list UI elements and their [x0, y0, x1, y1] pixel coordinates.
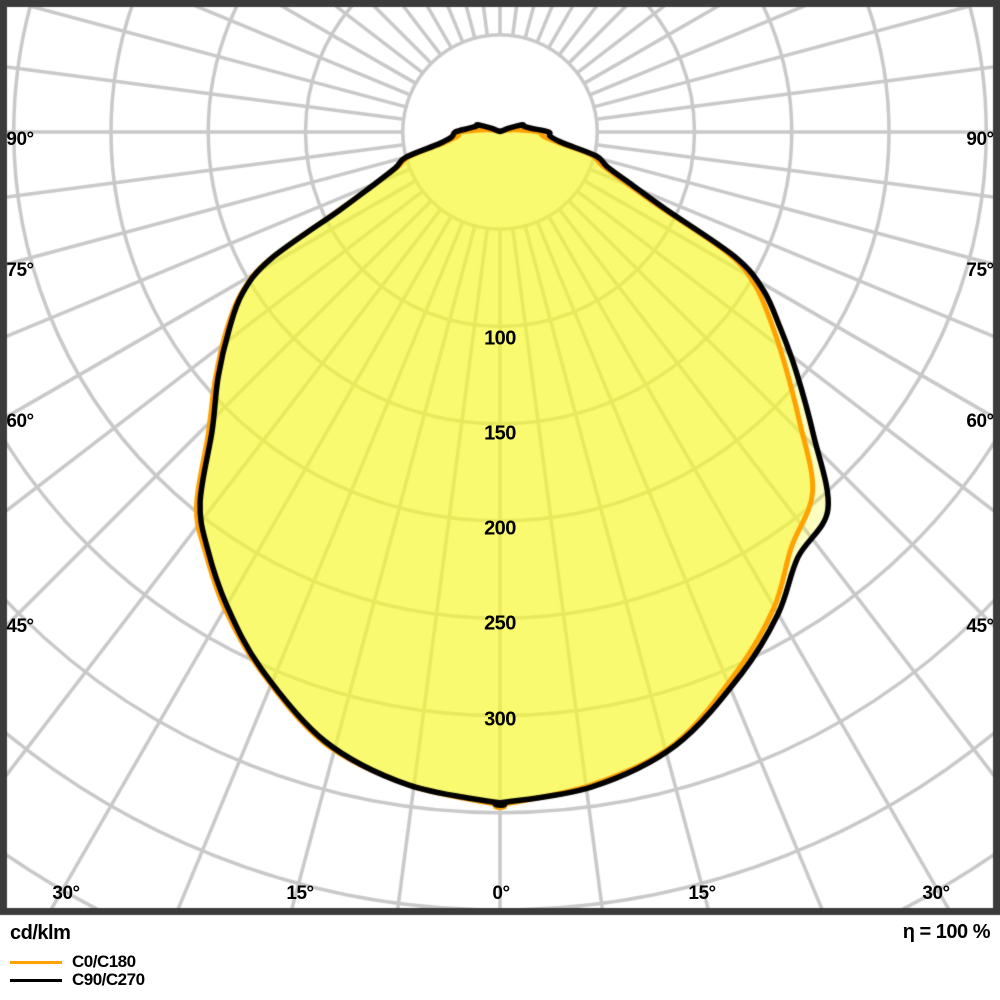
gamma-tick-right-90: 90°	[966, 129, 994, 150]
gamma-tick-bottom-0: 30°	[52, 883, 80, 904]
gamma-tick-left-60: 60°	[6, 411, 34, 432]
legend-line-c90-c270	[10, 978, 62, 982]
radial-tick-100: 100	[484, 327, 516, 349]
radial-tick-250: 250	[484, 612, 516, 635]
legend-item-c90-c270: C90/C270	[10, 970, 145, 989]
gamma-tick-right-45: 45°	[966, 616, 994, 637]
radial-tick-150: 150	[484, 422, 516, 445]
efficiency-label: η = 100 %	[902, 921, 991, 943]
gamma-tick-right-60: 60°	[966, 411, 994, 432]
gamma-tick-left-90: 90°	[6, 129, 34, 150]
legend-item-c0-c180: C0/C180	[10, 952, 136, 971]
legend-line-c0-c180	[10, 960, 62, 964]
gamma-tick-left-75: 75°	[6, 260, 34, 281]
radial-tick-200: 200	[484, 517, 516, 540]
radial-tick-300: 300	[484, 708, 516, 730]
gamma-tick-bottom-4: 30°	[922, 883, 950, 904]
units-label: cd/klm	[10, 922, 71, 944]
gamma-tick-right-75: 75°	[966, 260, 994, 281]
gamma-tick-bottom-1: 15°	[286, 883, 314, 904]
gamma-tick-bottom-2: 0°	[492, 883, 510, 904]
legend-label-c90-c270: C90/C270	[72, 970, 145, 989]
gamma-tick-bottom-3: 15°	[688, 883, 716, 904]
gamma-tick-left-45: 45°	[6, 616, 34, 637]
legend-label-c0-c180: C0/C180	[72, 952, 136, 971]
